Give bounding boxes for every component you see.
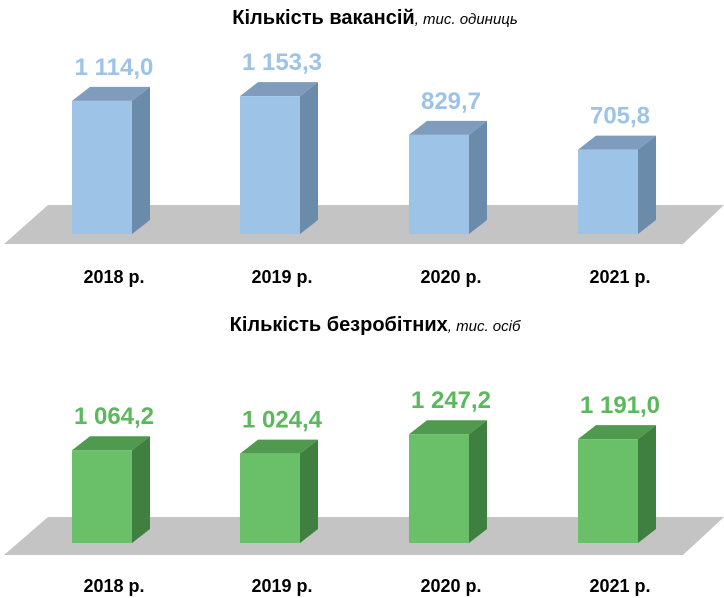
chart2-bar-top [72, 436, 150, 451]
chart2-value-label: 1 247,2 [411, 387, 491, 414]
chart1-bar-top [72, 86, 150, 101]
chart1-bar-top [240, 82, 318, 97]
chart2-bar [578, 425, 656, 543]
chart2-plot: 1 064,2 2018 р. 1 024,4 2019 р. 1 247,2 2020 … [4, 387, 724, 596]
chart2-title-line: Кількість безробітних, тис. осіб [230, 314, 521, 336]
chart1-title-unit: , тис. одиниць [415, 11, 518, 28]
chart1-title-line: Кількість вакансій, тис. одиниць [232, 7, 518, 29]
chart2-bar-side [300, 439, 318, 543]
chart2-bar-side [638, 425, 656, 543]
chart2-bar-top [240, 439, 318, 454]
chart1-plot: 1 114,0 2018 р. 1 153,3 2019 р. 829,7 2020 р.… [4, 49, 724, 287]
chart2-bar-side [469, 420, 487, 543]
chart1-bar-side [469, 120, 487, 234]
chart1-bar-top [578, 135, 656, 150]
chart1-category-label: 2018 р. [83, 267, 144, 287]
chart2-category-label: 2019 р. [251, 576, 312, 596]
chart1-value-label: 829,7 [421, 88, 481, 115]
chart2-bar [72, 436, 150, 543]
chart1-bar-front [409, 134, 469, 234]
chart1-bar-top [409, 120, 487, 135]
chart2-value-label: 1 064,2 [74, 403, 154, 430]
chart2-bar-front [578, 439, 638, 543]
chart1-bar [578, 135, 656, 234]
chart2-title-unit: , тис. осіб [448, 318, 521, 335]
chart2-bar-top [578, 425, 656, 440]
chart1-bar-front [72, 100, 132, 234]
chart1-category-label: 2019 р. [251, 267, 312, 287]
chart1-bar-side [132, 86, 150, 234]
chart2-value-label: 1 191,0 [580, 392, 660, 419]
chart2-value-label: 1 024,4 [242, 407, 323, 434]
chart2-category-label: 2018 р. [83, 576, 144, 596]
chart1-value-label: 1 153,3 [242, 49, 322, 76]
chart1-bar [240, 82, 318, 234]
chart2-bar [409, 420, 487, 543]
chart2-bar-front [72, 450, 132, 543]
chart2-bar-front [240, 453, 300, 543]
chart1-bar-side [300, 82, 318, 234]
chart1-bar [72, 86, 150, 234]
chart1-floor [4, 205, 724, 244]
chart2-category-label: 2020 р. [420, 576, 481, 596]
chart2-bar-front [409, 434, 469, 543]
chart1-bar-front [240, 96, 300, 234]
chart1-bar [409, 120, 487, 234]
chart1-value-label: 1 114,0 [75, 54, 154, 81]
chart1-title: Кількість вакансій [232, 7, 414, 29]
chart2-category-label: 2021 р. [589, 576, 650, 596]
chart2-title: Кількість безробітних [230, 314, 448, 336]
chart2-bar [240, 439, 318, 543]
chart1-bar-front [578, 149, 638, 234]
chart1-category-label: 2021 р. [589, 267, 650, 287]
chart2-bar-top [409, 420, 487, 435]
chart2-floor [4, 517, 724, 555]
chart1-bar-side [638, 135, 656, 234]
chart2-bar-side [132, 436, 150, 543]
chart1-value-label: 705,8 [590, 103, 650, 130]
chart1-category-label: 2020 р. [420, 267, 481, 287]
